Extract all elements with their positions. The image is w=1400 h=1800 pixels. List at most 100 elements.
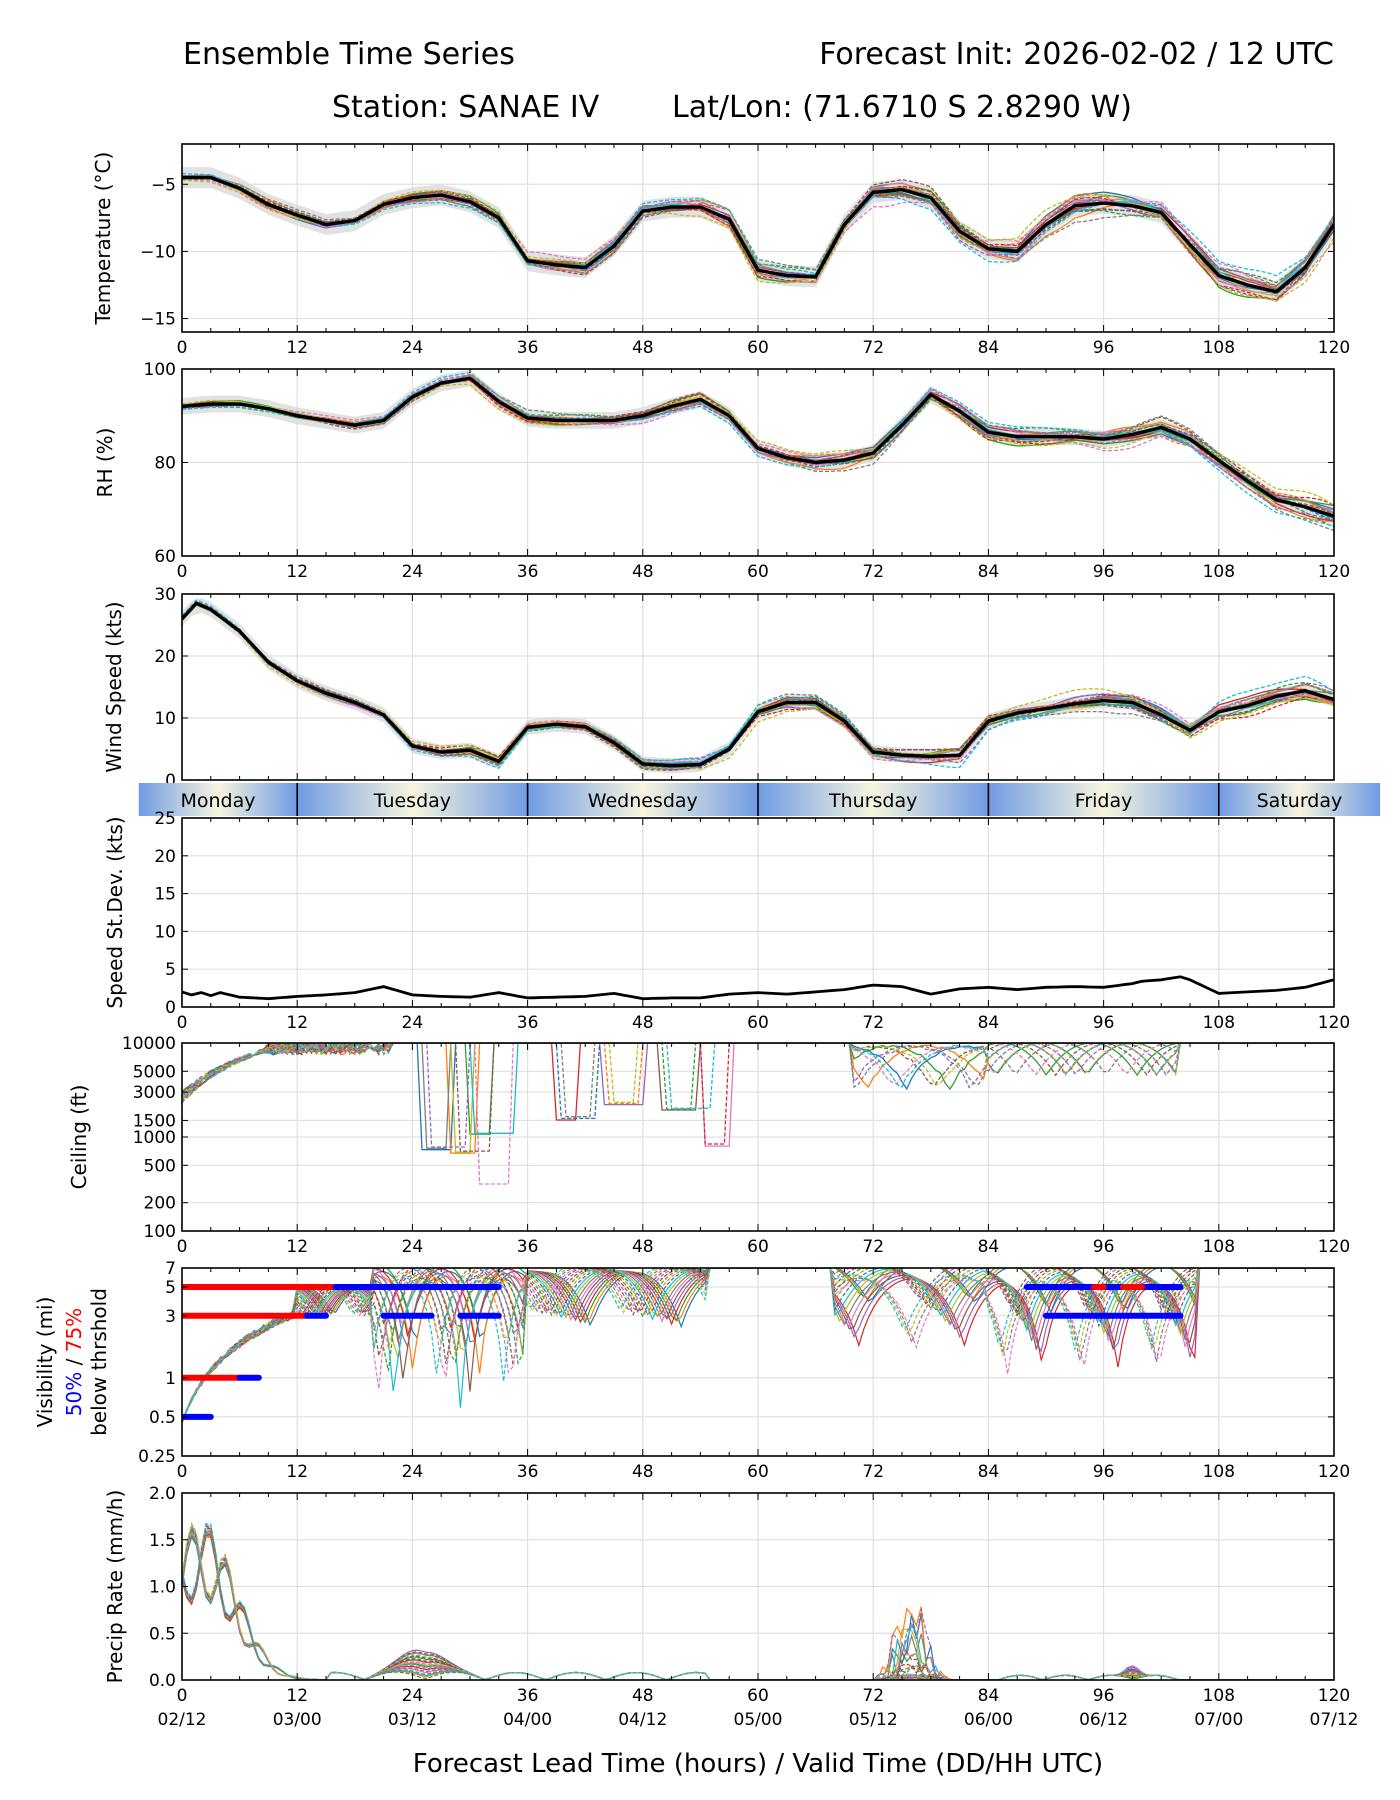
ceiling-x-tick-label: 24	[402, 1237, 424, 1257]
wind_speed-y-tick-label: 10	[154, 709, 176, 729]
visibility-y-tick-label: 0.25	[138, 1447, 176, 1467]
valid-time-label: 04/00	[503, 1710, 552, 1730]
speed_stdev-x-tick-label: 72	[862, 1013, 884, 1033]
speed_stdev-x-tick-label: 48	[632, 1013, 654, 1033]
temperature-ensemble-mean-line	[182, 175, 1334, 294]
temperature-x-tick-label: 120	[1318, 338, 1350, 358]
visibility-y-tick-label: 3	[165, 1307, 176, 1327]
precip-y-tick-label: 0.5	[149, 1624, 176, 1644]
temperature-x-tick-label: 108	[1203, 338, 1235, 358]
valid-time-label: 03/12	[388, 1710, 437, 1730]
ceiling-y-tick-label: 10000	[122, 1034, 176, 1054]
speed_stdev-x-tick-label: 84	[978, 1013, 1000, 1033]
ceiling-x-tick-label: 36	[517, 1237, 539, 1257]
speed_stdev-plot-area	[182, 975, 1334, 1001]
speed_stdev-x-tick-label: 24	[402, 1013, 424, 1033]
rh-x-tick-label: 120	[1318, 562, 1350, 582]
visibility-member-line	[182, 1268, 1334, 1424]
ceiling-grid	[181, 1042, 1335, 1232]
temperature-x-tick-label: 24	[402, 338, 424, 358]
speed-stdev-line	[182, 975, 1334, 1001]
x-axis-label: Forecast Lead Time (hours) / Valid Time …	[413, 1749, 1103, 1779]
visibility-y-tick-label: 7	[165, 1259, 176, 1279]
day-cell-3: Thursday	[757, 783, 989, 816]
temperature-grid	[181, 144, 1335, 332]
day-label: Thursday	[828, 790, 917, 812]
panels: 0 12 24 36 48 60 72 84 96 108 120−15−10−5Temperatu…	[33, 143, 1381, 1730]
day-cell-bg	[988, 783, 1219, 816]
precip-x-tick-label: 24	[402, 1686, 424, 1706]
visibility-x-tick-label: 120	[1318, 1462, 1350, 1482]
visibility-x-tick-label: 108	[1203, 1462, 1235, 1482]
wind_speed-ensemble-mean-line	[182, 601, 1334, 768]
ceiling-x-tick-label: 84	[978, 1237, 1000, 1257]
day-cell-bg	[527, 783, 758, 816]
visibility-x-tick-label: 96	[1093, 1462, 1115, 1482]
precip-y-label: Precip Rate (mm/h)	[103, 1490, 127, 1684]
precip-member-line	[182, 1521, 1334, 1680]
rh-x-tick-label: 84	[978, 562, 1000, 582]
ceiling-x-tick-label: 0	[177, 1237, 188, 1257]
rh-y-tick-label: 80	[154, 454, 176, 474]
rh-x-tick-label: 72	[862, 562, 884, 582]
temperature-plot-area	[182, 167, 1334, 303]
speed_stdev-x-tick-label: 60	[747, 1013, 769, 1033]
precip-x-tick-label: 36	[517, 1686, 539, 1706]
panel-temperature: 0 12 24 36 48 60 72 84 96 108 120 −15 −10 −5 Temperatu…	[91, 143, 1350, 358]
valid-time-label: 07/00	[1194, 1710, 1243, 1730]
panel-wind_speed: 0 10 20 30 Wind Speed (kts)	[102, 585, 1335, 791]
visibility-y-label-line3: below thrshold	[87, 1288, 111, 1436]
ceiling-x-tick-label: 48	[632, 1237, 654, 1257]
temperature-member-line	[182, 179, 1334, 302]
speed_stdev-y-tick-label: 5	[165, 960, 176, 980]
day-cell-bg	[758, 783, 989, 816]
temperature-y-label: Temperature (°C)	[91, 152, 115, 326]
ceiling-y-tick-label: 5000	[133, 1062, 176, 1082]
visibility-y-label: Visibility (mi)	[33, 1297, 57, 1428]
precip-y-tick-label: 2.0	[149, 1484, 176, 1504]
day-cell-bg	[1218, 783, 1381, 816]
day-cell-4: Friday	[987, 783, 1219, 816]
visibility-x-tick-label: 36	[517, 1462, 539, 1482]
precip-member-line	[182, 1522, 1334, 1680]
day-cell-bg	[297, 783, 528, 816]
visibility-x-tick-label: 84	[978, 1462, 1000, 1482]
visibility-plot-area	[182, 1268, 1334, 1424]
valid-time-label: 04/12	[618, 1710, 667, 1730]
temperature-x-tick-label: 72	[862, 338, 884, 358]
ceiling-y-tick-label: 500	[144, 1156, 176, 1176]
temperature-x-tick-label: 84	[978, 338, 1000, 358]
ceiling-y-tick-label: 1000	[133, 1128, 176, 1148]
wind_speed-member-line	[182, 600, 1334, 766]
valid-time-label: 06/12	[1079, 1710, 1128, 1730]
panel-ceiling: 0 12 24 36 48 60 72 84 96 108 120 100 200 500 10001500…	[67, 1034, 1350, 1257]
rh-x-tick-label: 48	[632, 562, 654, 582]
precip-member-line	[182, 1528, 1334, 1680]
visibility-y-tick-label: 1	[165, 1369, 176, 1389]
temperature-x-tick-label: 60	[747, 338, 769, 358]
precip-x-tick-label: 12	[286, 1686, 308, 1706]
wind_speed-y-tick-label: 30	[154, 585, 176, 605]
precip-plot-area	[182, 1521, 1334, 1680]
legend-75-percent: 75%	[62, 1308, 86, 1352]
speed_stdev-y-tick-label: 10	[154, 922, 176, 942]
precip-x-tick-label: 108	[1203, 1686, 1235, 1706]
day-cell-2: Wednesday	[526, 783, 758, 816]
valid-time-label: 03/00	[273, 1710, 322, 1730]
precip-x-tick-label: 72	[862, 1686, 884, 1706]
day-cell-5: Saturday	[1218, 783, 1381, 816]
day-label: Friday	[1075, 790, 1133, 812]
wind_speed-y-tick-label: 20	[154, 647, 176, 667]
valid-time-label: 07/12	[1310, 1710, 1359, 1730]
visibility-x-tick-label: 0	[177, 1462, 188, 1482]
day-label: Saturday	[1257, 790, 1343, 812]
ceiling-x-tick-label: 60	[747, 1237, 769, 1257]
temperature-x-tick-label: 36	[517, 338, 539, 358]
speed_stdev-x-tick-label: 12	[286, 1013, 308, 1033]
visibility-member-line	[182, 1268, 1334, 1423]
wind_speed-member-line	[182, 603, 1334, 770]
legend-50-percent: 50%	[62, 1372, 86, 1416]
wind_speed-member-line	[182, 603, 1334, 766]
legend-separator: /	[62, 1352, 86, 1371]
visibility-threshold-legend: 50% / 75%	[62, 1308, 86, 1416]
